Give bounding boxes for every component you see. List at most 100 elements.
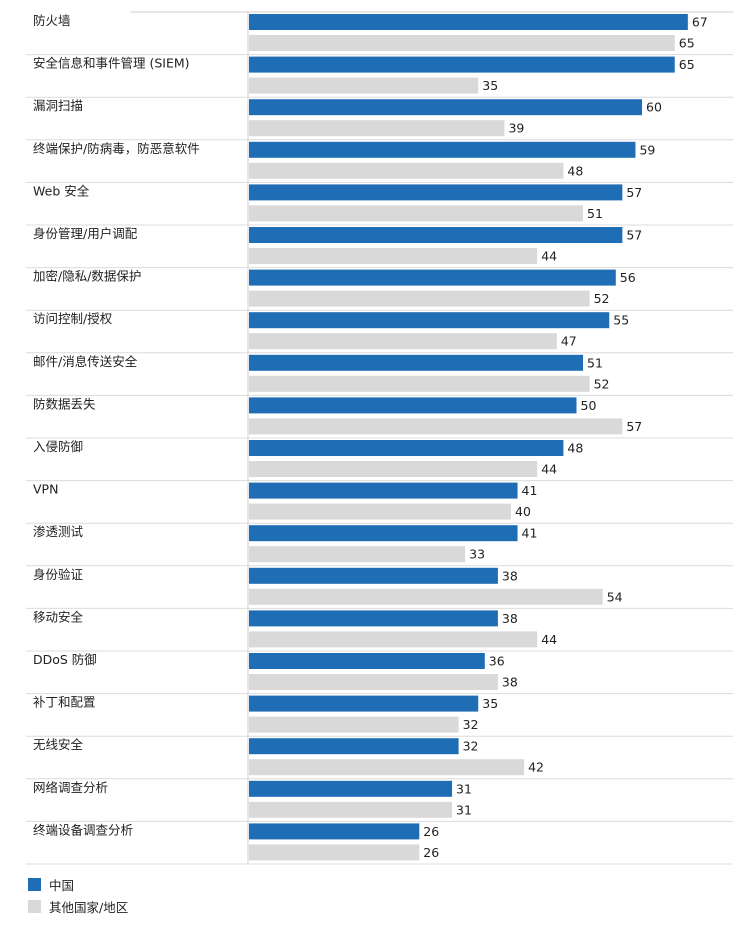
category-label: 补丁和配置 <box>33 695 96 710</box>
category-label: 终端设备调查分析 <box>33 822 133 837</box>
data-label-other: 31 <box>456 802 472 817</box>
category-label: 入侵防御 <box>33 439 83 454</box>
bar-china <box>249 823 420 840</box>
bar-other <box>249 248 538 264</box>
bar-other <box>249 801 453 818</box>
legend-item-other: 其他国家/地区 <box>28 895 128 917</box>
category-label: 身份验证 <box>33 567 84 582</box>
bar-china <box>249 227 623 243</box>
bar-china <box>249 141 636 158</box>
category-label: 访问控制/授权 <box>33 311 113 326</box>
bar-china <box>249 482 518 499</box>
bar-other <box>249 120 505 137</box>
data-label-china: 26 <box>423 824 439 839</box>
data-label-china: 38 <box>502 568 518 583</box>
category-label: 终端保护/防病毒，防恶意软件 <box>33 141 200 156</box>
category-label: 无线安全 <box>33 737 84 752</box>
data-label-other: 35 <box>482 78 498 93</box>
bar-china <box>249 610 498 627</box>
data-label-other: 57 <box>626 419 642 434</box>
data-label-china: 41 <box>522 526 538 541</box>
bar-other <box>249 546 466 563</box>
data-label-china: 36 <box>489 654 505 669</box>
category-label: 移动安全 <box>33 609 84 624</box>
category-label: 邮件/消息传送安全 <box>33 354 138 369</box>
data-label-china: 57 <box>626 228 642 243</box>
data-label-china: 65 <box>679 57 695 72</box>
category-label: 加密/隐私/数据保护 <box>33 269 141 284</box>
bar-china <box>249 14 688 30</box>
bar-china <box>249 397 577 414</box>
bar-other <box>249 759 525 776</box>
legend: 中国 其他国家/地区 <box>28 873 128 917</box>
data-label-china: 56 <box>620 270 636 285</box>
legend-swatch-china <box>28 877 41 891</box>
data-label-other: 40 <box>515 504 531 519</box>
data-label-other: 39 <box>508 121 524 136</box>
bar-china <box>249 653 485 669</box>
bar-china <box>249 440 564 456</box>
legend-swatch-other <box>28 899 41 913</box>
data-label-other: 48 <box>567 163 583 178</box>
data-label-other: 44 <box>541 462 557 477</box>
category-label: 安全信息和事件管理 (SIEM) <box>33 56 190 71</box>
data-label-other: 33 <box>469 547 485 562</box>
bar-other <box>249 503 511 520</box>
category-label: VPN <box>33 482 58 497</box>
bar-china <box>249 184 623 201</box>
data-label-china: 60 <box>646 100 662 115</box>
data-label-china: 48 <box>567 441 583 456</box>
bar-china <box>249 312 610 329</box>
data-label-other: 52 <box>594 291 610 306</box>
data-label-other: 44 <box>541 249 557 264</box>
bar-other <box>249 418 623 435</box>
category-label: 漏洞扫描 <box>33 98 83 113</box>
bar-other <box>249 461 538 477</box>
bar-other <box>249 716 459 733</box>
legend-item-china: 中国 <box>28 873 128 895</box>
bar-other <box>249 205 584 222</box>
bar-china <box>249 354 584 371</box>
data-label-other: 38 <box>502 675 518 690</box>
legend-label-other: 其他国家/地区 <box>49 899 129 915</box>
bar-china <box>249 738 459 755</box>
data-label-other: 52 <box>594 376 610 391</box>
data-label-china: 41 <box>522 483 538 498</box>
data-label-china: 31 <box>456 781 472 796</box>
data-label-china: 67 <box>692 15 708 30</box>
bar-other <box>249 631 538 648</box>
data-label-china: 55 <box>613 313 629 328</box>
data-label-china: 59 <box>639 142 655 157</box>
data-label-china: 50 <box>581 398 597 413</box>
category-label: 身份管理/用户调配 <box>33 226 138 241</box>
category-label: 渗透测试 <box>33 524 84 539</box>
bar-china <box>249 269 616 286</box>
data-label-other: 65 <box>679 36 695 51</box>
data-label-china: 38 <box>502 611 518 626</box>
bar-china <box>249 99 642 116</box>
data-label-china: 51 <box>587 355 603 370</box>
bar-other <box>249 333 557 350</box>
data-label-china: 35 <box>482 696 498 711</box>
bar-other <box>249 844 420 861</box>
data-label-other: 51 <box>587 206 603 221</box>
bar-other <box>249 77 479 94</box>
bar-other <box>249 162 564 179</box>
category-label: 防数据丢失 <box>33 396 96 411</box>
category-label: Web 安全 <box>33 183 90 198</box>
data-label-china: 32 <box>463 739 479 754</box>
category-label: 防火墙 <box>33 13 71 28</box>
data-label-other: 44 <box>541 632 557 647</box>
bar-other <box>249 674 498 690</box>
bar-china <box>249 525 518 542</box>
bar-other <box>249 290 590 307</box>
bar-china <box>249 780 453 797</box>
bar-china <box>249 695 479 712</box>
bar-china <box>249 56 675 73</box>
bar-other <box>249 375 590 392</box>
data-label-other: 47 <box>561 334 577 349</box>
bar-other <box>249 588 603 605</box>
data-label-other: 26 <box>423 845 439 860</box>
category-label: 网络调查分析 <box>33 780 108 795</box>
data-label-other: 54 <box>607 589 623 604</box>
